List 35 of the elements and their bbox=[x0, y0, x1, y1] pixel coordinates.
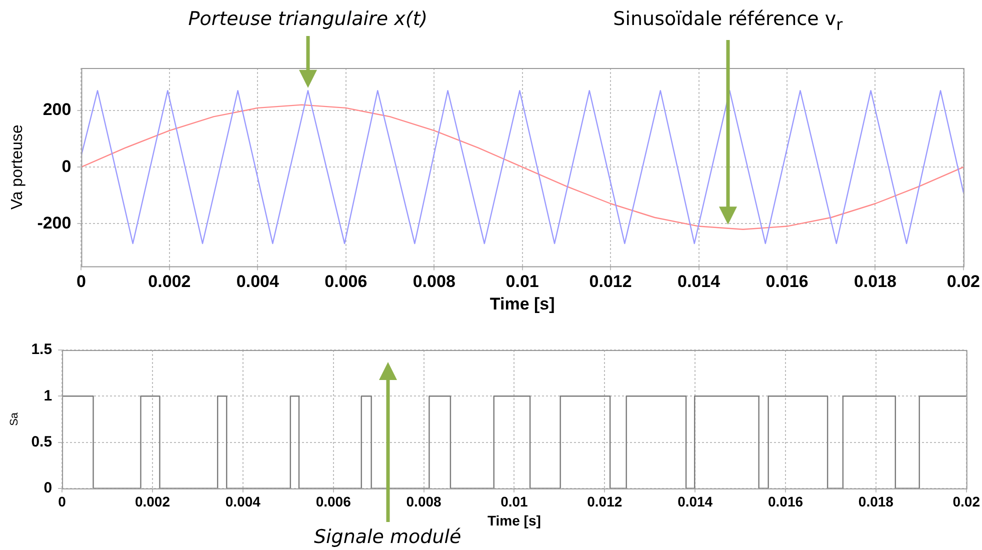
x-axis-title: Time [s] bbox=[487, 512, 541, 528]
x-tick-label: 0.02 bbox=[946, 272, 980, 292]
x-tick-label: 0 bbox=[76, 272, 86, 292]
y-axis-title: Sa bbox=[8, 412, 21, 426]
x-tick-label: 0.016 bbox=[766, 272, 808, 292]
x-tick-label: 0.016 bbox=[768, 494, 804, 510]
text: Signale modulé bbox=[314, 526, 462, 548]
x-tick-label: 0.006 bbox=[316, 494, 352, 510]
y-axis-title: Va porteuse bbox=[9, 124, 26, 210]
x-tick-label: 0.012 bbox=[587, 494, 622, 510]
x-tick-label: 0.002 bbox=[134, 494, 170, 510]
text: Porteuse triangulaire x(t) bbox=[188, 8, 428, 30]
x-tick-label: 0.014 bbox=[678, 494, 713, 510]
y-tick-label: 200 bbox=[42, 100, 72, 120]
x-tick-label: 0.006 bbox=[324, 272, 368, 292]
x-tick-label: 0.004 bbox=[236, 272, 280, 292]
y-tick-label: 0 bbox=[62, 156, 72, 176]
x-tick-label: 0.01 bbox=[500, 494, 528, 510]
y-tick-label: -200 bbox=[37, 213, 72, 232]
x-tick-label: 0.018 bbox=[854, 272, 897, 292]
x-tick-label: 0.018 bbox=[858, 494, 894, 510]
x-tick-label: 0.002 bbox=[148, 272, 191, 292]
y-tick-label: 0.5 bbox=[31, 433, 52, 450]
y-tick-label: 1.5 bbox=[31, 341, 52, 358]
x-tick-label: 0.014 bbox=[678, 272, 721, 292]
x-tick-label: 0.008 bbox=[412, 272, 456, 292]
x-axis-title: Time [s] bbox=[490, 294, 555, 314]
y-tick-label: 1 bbox=[44, 387, 52, 404]
x-tick-label: 0.008 bbox=[406, 494, 442, 510]
x-tick-label: 0.004 bbox=[225, 494, 261, 510]
x-tick-label: 0.02 bbox=[952, 494, 980, 510]
x-tick-label: 0.012 bbox=[589, 272, 632, 292]
y-tick-label: 0 bbox=[44, 480, 52, 497]
text: Sinusoïdale référence v$_{r}$ bbox=[613, 8, 843, 34]
x-tick-label: 0.01 bbox=[506, 272, 539, 292]
